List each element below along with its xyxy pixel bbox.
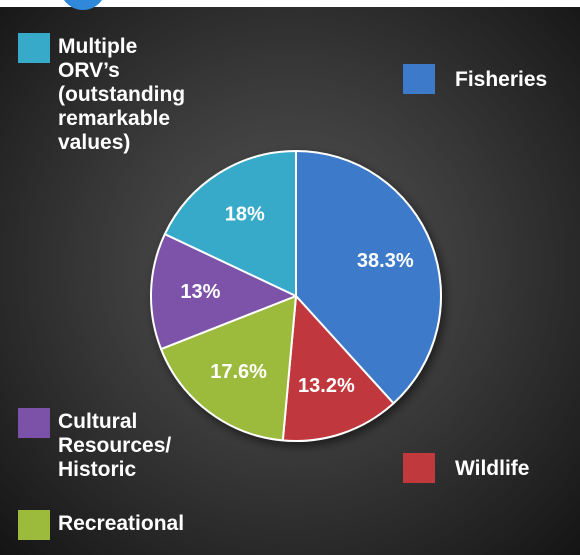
legend-line: Resources/ (58, 434, 172, 457)
slice-value-label-wildlife: 13.2% (298, 375, 355, 397)
legend-line: Fisheries (455, 68, 548, 91)
legend-line: ORV’s (58, 59, 120, 82)
legend-label-recreational: Recreational (58, 512, 184, 536)
legend-label-cultural: Cultural Resources/ Historic (58, 410, 171, 482)
slice-value-label-recreational: 17.6% (210, 361, 267, 383)
legend-line: values) (58, 131, 131, 154)
pie-slice-wildlife (281, 295, 395, 442)
legend-swatch-multiple (18, 33, 50, 63)
legend-swatch-cultural (18, 408, 50, 438)
legend-line: (outstanding (58, 83, 186, 106)
legend-label-wildlife: Wildlife (455, 457, 529, 481)
legend-line: Historic (58, 458, 137, 481)
legend-label-fisheries: Fisheries (455, 68, 547, 92)
top-band (0, 0, 580, 7)
legend-swatch-fisheries (403, 64, 435, 94)
legend-line: Recreational (58, 512, 185, 535)
pie-slice-cultural (150, 233, 297, 351)
slice-value-label-fisheries: 38.3% (357, 250, 414, 272)
corner-logo-fragment (60, 0, 106, 10)
slice-value-label-multiple: 18% (225, 203, 265, 225)
legend-swatch-recreational (18, 510, 50, 540)
pie-slice-fisheries (295, 150, 442, 405)
legend-swatch-wildlife (403, 453, 435, 483)
legend-line: Multiple (58, 35, 138, 58)
pie-slice-multiple (163, 150, 297, 297)
legend-line: Cultural (58, 410, 138, 433)
pie-slice-recreational (160, 295, 297, 442)
legend-label-multiple: Multiple ORV’s (outstanding remarkable v… (58, 35, 185, 155)
legend-line: remarkable (58, 107, 171, 130)
legend-line: Wildlife (455, 457, 530, 480)
slice-value-label-cultural: 13% (180, 281, 220, 303)
